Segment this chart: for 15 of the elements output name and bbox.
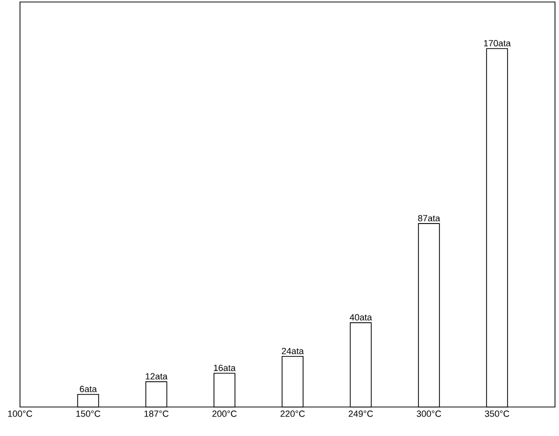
data-label: 16ata xyxy=(214,364,236,372)
x-tick-label: 150°C xyxy=(76,410,100,417)
x-tick-label: 350°C xyxy=(484,410,510,417)
x-tick-label: 249°C xyxy=(348,410,373,417)
data-label: 40ata xyxy=(350,314,372,320)
x-tick-label: 200°C xyxy=(212,410,237,417)
data-label: 6ata xyxy=(80,386,97,392)
x-tick-label: 187°C xyxy=(144,410,168,417)
data-label: 87ata xyxy=(418,215,440,222)
data-label: 170ata xyxy=(484,40,511,46)
x-tick-label: 300°C xyxy=(416,410,442,417)
x-tick-label: 100°C xyxy=(8,410,32,417)
data-label: 12ata xyxy=(146,373,168,380)
data-label: 24ata xyxy=(282,348,304,354)
x-tick-label: 220°C xyxy=(280,410,305,417)
